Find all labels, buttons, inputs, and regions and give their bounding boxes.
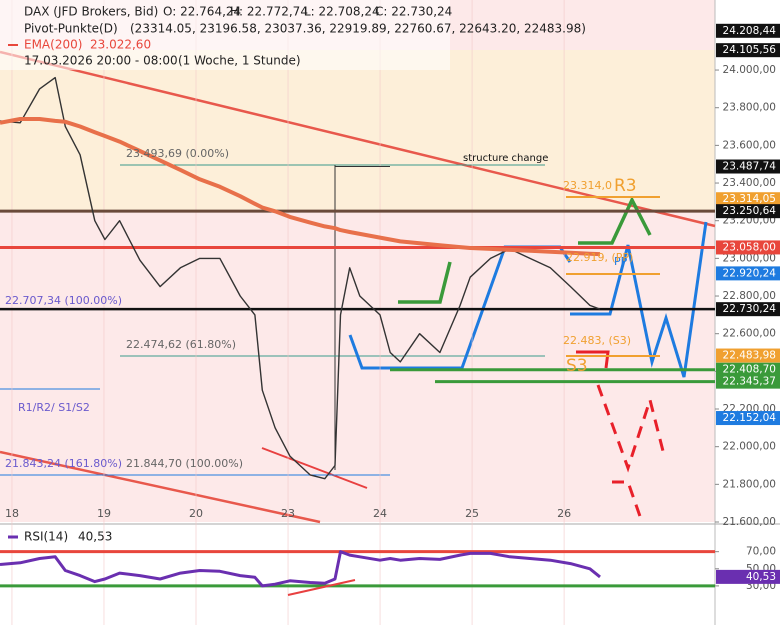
y-tick-label: 70,00 bbox=[746, 546, 776, 558]
scenario-path bbox=[596, 384, 666, 473]
scenario-path bbox=[578, 196, 652, 245]
price-label: 24.105,56 bbox=[723, 44, 777, 56]
scenario-path bbox=[612, 480, 644, 523]
price-label: 22.730,24 bbox=[723, 303, 777, 315]
x-tick-label: 20 bbox=[189, 507, 203, 520]
y-tick-label: 22.600,00 bbox=[723, 328, 776, 340]
header-ema-value: 23.022,60 bbox=[90, 38, 151, 52]
header-ohlc: C: 22.730,24 bbox=[375, 5, 452, 19]
price-label-box bbox=[716, 411, 780, 426]
y-tick-label: 23.600,00 bbox=[723, 139, 776, 151]
x-tick-label: 24 bbox=[373, 507, 387, 520]
annotation: S3 bbox=[566, 356, 588, 376]
y-tick-label: 23.000,00 bbox=[723, 252, 776, 264]
y-tick-label: 21.600,00 bbox=[723, 516, 776, 528]
trendline bbox=[0, 450, 321, 524]
annotation: structure change bbox=[463, 153, 548, 164]
price-label: 40,53 bbox=[746, 571, 776, 583]
header-ohlc: L: 22.708,24 bbox=[304, 5, 380, 19]
zone-upper bbox=[0, 50, 715, 210]
annotation: 22.707,34 (100.00%) bbox=[5, 294, 122, 307]
price-label-box bbox=[716, 240, 780, 255]
rsi-value: 40,53 bbox=[78, 530, 112, 544]
price-label: 22.345,37 bbox=[723, 376, 776, 388]
divergence-line bbox=[261, 447, 368, 489]
price-label-box bbox=[716, 23, 780, 38]
price-label-box bbox=[716, 362, 780, 377]
x-tick-label: 25 bbox=[465, 507, 479, 520]
price-label: 23.487,74 bbox=[723, 161, 777, 173]
price-label: 22.408,70 bbox=[723, 364, 776, 376]
price-label-box bbox=[716, 348, 780, 363]
annotation: 22.919, (PP) bbox=[566, 251, 633, 264]
price-label: 23.058,00 bbox=[723, 241, 776, 253]
price-label: 24.208,44 bbox=[723, 25, 777, 37]
divergence-line bbox=[287, 579, 356, 596]
y-tick-label: 22.800,00 bbox=[723, 290, 776, 302]
annotation: 21.843,24 (161.80%) bbox=[5, 457, 122, 470]
annotation: 23.314,0 bbox=[563, 179, 612, 192]
x-tick-label: 23 bbox=[281, 507, 295, 520]
y-tick-label: 21.800,00 bbox=[723, 478, 776, 490]
scenario-path bbox=[570, 221, 708, 378]
price-label: 22.920,24 bbox=[723, 267, 777, 279]
annotation: R1/R2/ S1/S2 bbox=[18, 401, 90, 414]
annotation: 22.474,62 (61.80%) bbox=[126, 338, 236, 351]
header-ohlc: H: 22.772,74 bbox=[230, 5, 308, 19]
y-tick-label: 23.800,00 bbox=[723, 102, 776, 114]
y-tick-label: 24.000,00 bbox=[723, 64, 776, 76]
header-background bbox=[0, 0, 450, 70]
annotation: 21.844,70 (100.00%) bbox=[126, 457, 243, 470]
price-label-box bbox=[716, 43, 780, 58]
series-line bbox=[0, 76, 601, 480]
scenario-path bbox=[576, 350, 610, 369]
header-ema: EMA(200) bbox=[24, 38, 82, 52]
series-line bbox=[0, 550, 601, 588]
price-label-box bbox=[716, 374, 780, 389]
header: DAX (JFD Brokers, Bid) O: 22.764,24 H: 2… bbox=[0, 0, 586, 544]
x-tick-label: 19 bbox=[97, 507, 111, 520]
price-label-box bbox=[716, 569, 780, 584]
price-label-box bbox=[716, 204, 780, 219]
price-label-box bbox=[716, 302, 780, 317]
annotation: 22.483, (S3) bbox=[563, 334, 631, 347]
series-line bbox=[0, 117, 601, 257]
header-period-note: (1 Woche, 1 Stunde) bbox=[178, 54, 301, 68]
header-pivot-values: (23314.05, 23196.58, 23037.36, 22919.89,… bbox=[130, 22, 586, 36]
header-ohlc: O: 22.764,24 bbox=[163, 5, 241, 19]
x-tick-label: 18 bbox=[5, 507, 19, 520]
x-tick-label: 26 bbox=[557, 507, 571, 520]
price-label: 23.250,64 bbox=[723, 205, 777, 217]
price-label: 22.483,98 bbox=[723, 350, 776, 362]
price-label-box bbox=[716, 266, 780, 281]
scenario-path bbox=[398, 261, 452, 304]
y-tick-label: 23.400,00 bbox=[723, 177, 776, 189]
annotation: R3 bbox=[614, 176, 637, 196]
price-label: 22.152,04 bbox=[723, 412, 777, 424]
header-title: DAX (JFD Brokers, Bid) bbox=[24, 5, 158, 19]
header-pivot: Pivot-Punkte(D) bbox=[24, 22, 118, 36]
annotation: PP bbox=[614, 255, 628, 268]
y-tick-label: 22.000,00 bbox=[723, 441, 776, 453]
price-label-box bbox=[716, 159, 780, 174]
price-label-box bbox=[716, 192, 780, 207]
price-label: 23.314,05 bbox=[723, 193, 776, 205]
rsi-background bbox=[0, 526, 715, 608]
scenario-path bbox=[348, 245, 572, 370]
header-period: 17.03.2026 20:00 - 08:00 bbox=[24, 54, 178, 68]
rsi-title: RSI(14) bbox=[24, 530, 68, 544]
annotation: 23.493,69 (0.00%) bbox=[126, 147, 229, 160]
